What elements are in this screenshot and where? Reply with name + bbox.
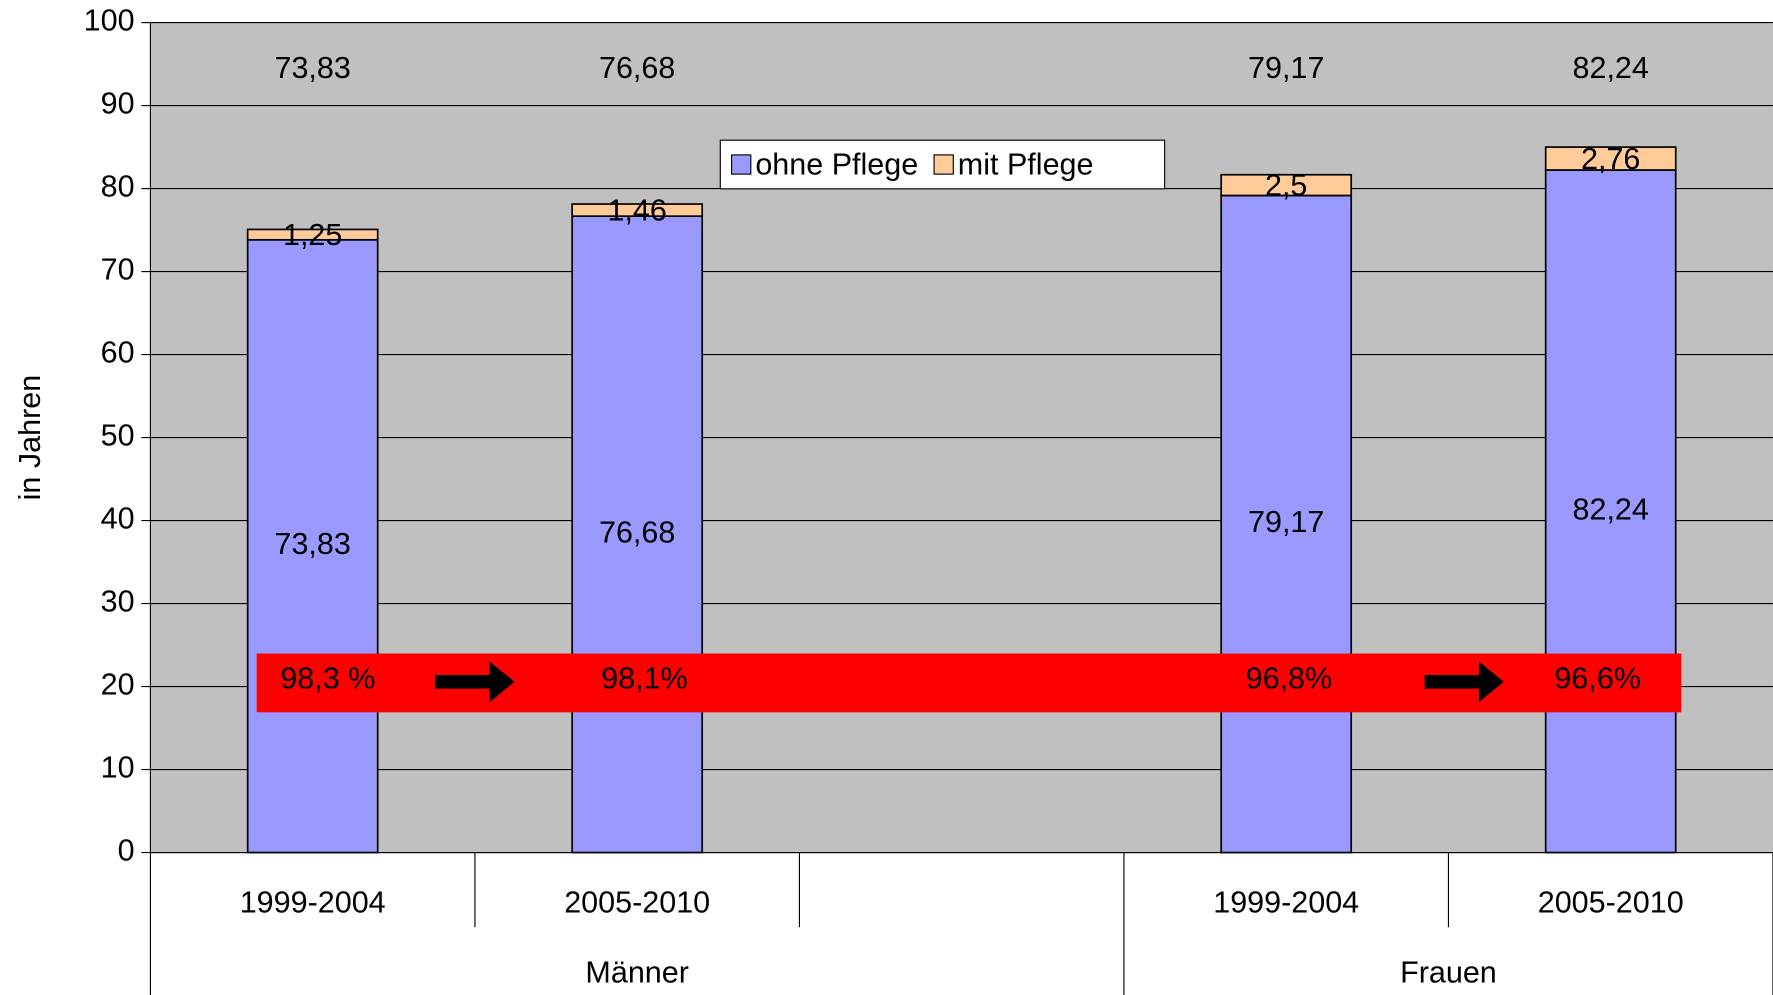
x-tick-label: 1999-2004 xyxy=(1213,886,1359,920)
bar-segment xyxy=(571,203,704,217)
y-axis-label: in Jahren xyxy=(13,375,47,501)
value-label: 76,68 xyxy=(599,515,675,549)
annotation: 96,8% xyxy=(1246,662,1333,696)
x-tick-label: 2005-2010 xyxy=(564,886,710,920)
annotation: 98,3 % xyxy=(280,662,375,696)
total-label: 79,17 xyxy=(1248,51,1324,85)
value-label: 82,24 xyxy=(1573,492,1649,526)
legend-label: mit Pflege xyxy=(958,147,1094,181)
arrow xyxy=(435,661,515,703)
value-label: 2,76 xyxy=(1581,142,1640,176)
group-label: Männer xyxy=(585,956,688,990)
legend-label: ohne Pflege xyxy=(755,147,918,181)
value-label: 2,5 xyxy=(1265,168,1307,202)
x-tick-label: 1999-2004 xyxy=(240,886,386,920)
value-label: 1,25 xyxy=(283,218,342,252)
value-label: 1,46 xyxy=(607,193,666,227)
legend-swatch xyxy=(933,154,954,175)
y-tick-label: 30 xyxy=(101,585,135,619)
arrow xyxy=(1424,661,1504,703)
value-label: 79,17 xyxy=(1248,505,1324,539)
y-tick-label: 40 xyxy=(101,502,135,536)
x-tick-label: 2005-2010 xyxy=(1538,886,1684,920)
bar-segment xyxy=(1220,173,1353,197)
bar-segment xyxy=(571,215,704,854)
annotation: 96,6% xyxy=(1554,662,1641,696)
group-label: Frauen xyxy=(1400,956,1497,990)
bar-segment xyxy=(246,228,379,241)
bar-segment xyxy=(1544,169,1677,854)
legend-swatch xyxy=(731,154,752,175)
y-tick-label: 50 xyxy=(101,419,135,453)
y-tick-label: 10 xyxy=(101,751,135,785)
bar-segment xyxy=(246,238,379,854)
y-tick-label: 60 xyxy=(101,336,135,370)
y-tick-label: 20 xyxy=(101,668,135,702)
bar-segment xyxy=(1220,194,1353,854)
value-label: 73,83 xyxy=(274,527,350,561)
total-label: 73,83 xyxy=(274,51,350,85)
y-tick-label: 80 xyxy=(101,170,135,204)
total-label: 76,68 xyxy=(599,51,675,85)
total-label: 82,24 xyxy=(1573,51,1649,85)
annotation: 98,1% xyxy=(601,662,688,696)
y-tick-label: 100 xyxy=(84,4,135,38)
bar-segment xyxy=(1544,146,1677,171)
y-tick-label: 90 xyxy=(101,87,135,121)
legend-box xyxy=(719,139,1166,190)
y-tick-label: 70 xyxy=(101,253,135,287)
y-tick-label: 0 xyxy=(118,834,135,868)
